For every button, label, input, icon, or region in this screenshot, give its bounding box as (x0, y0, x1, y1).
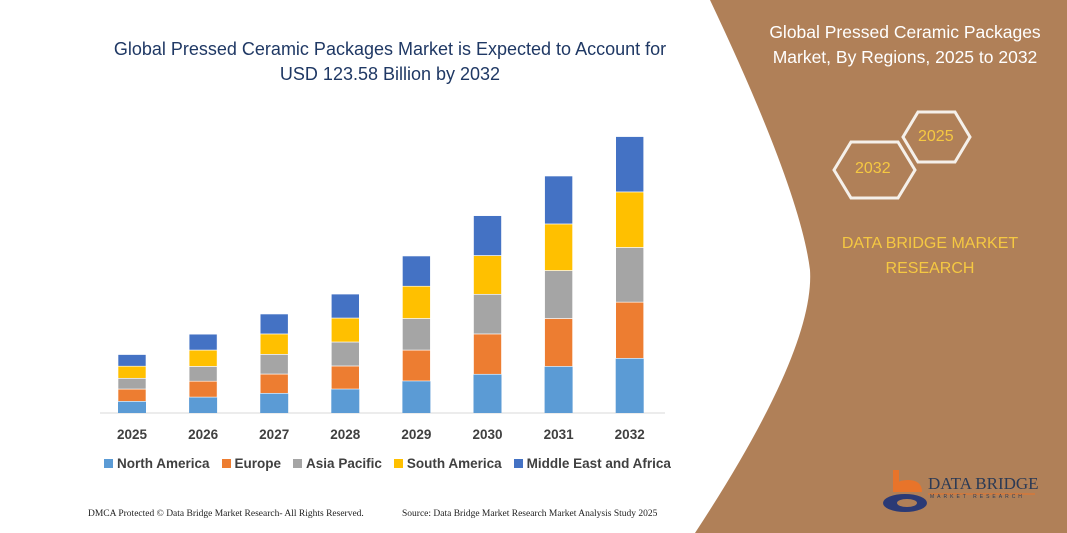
legend-item: Middle East and Africa (513, 456, 671, 471)
bar-segment-2027-middle-east-and-africa (259, 313, 289, 335)
bar-segment-2026-middle-east-and-africa (188, 333, 218, 351)
bar-segment-2030-middle-east-and-africa (473, 215, 502, 256)
hexagon-2032-label: 2032 (855, 160, 891, 177)
bar-segment-2025-middle-east-and-africa (117, 354, 147, 367)
hexagon-2025 (901, 110, 972, 164)
bar-segment-2032-middle-east-and-africa (615, 136, 645, 193)
hexagon-2032 (832, 140, 917, 200)
legend-swatch (221, 459, 231, 468)
bar-segment-2027-north-america (260, 393, 289, 413)
bar-segment-2031-asia-pacific (544, 270, 573, 319)
bar-segment-2031-north-america (544, 366, 573, 413)
legend-swatch (513, 459, 523, 468)
x-tick-label: 2030 (472, 427, 502, 442)
bar-segment-2026-north-america (189, 397, 218, 413)
hexagon-2025-label: 2025 (918, 128, 954, 145)
bar-segment-2026-europe (188, 380, 218, 398)
bar-segment-2028-middle-east-and-africa (330, 293, 360, 319)
bar-segment-2027-south-america (259, 333, 289, 355)
footer-source: Source: Data Bridge Market Research Mark… (402, 509, 658, 519)
bar-segment-2029-south-america (402, 285, 431, 319)
bar-segment-2029-middle-east-and-africa (402, 255, 431, 287)
x-tick-label: 2029 (401, 427, 431, 442)
legend-item: Asia Pacific (293, 456, 382, 471)
legend: North America Europe Asia Pacific South Ame… (104, 456, 671, 471)
bar-segment-2032-south-america (615, 191, 645, 248)
data-bridge-logo-icon (883, 470, 927, 512)
bar-segment-2027-europe (259, 373, 289, 394)
bar-segment-2031-europe (544, 318, 573, 367)
bar-segment-2028-south-america (330, 317, 360, 343)
x-tick-label: 2025 (117, 427, 148, 442)
bar-segment-2028-north-america (331, 389, 360, 413)
bar-segment-2030-europe (473, 333, 502, 375)
legend-label: Asia Pacific (306, 456, 382, 471)
bar-segment-2028-europe (330, 365, 360, 390)
legend-label: North America (117, 456, 210, 471)
x-tick-label: 2032 (615, 427, 645, 442)
legend-item: Europe (221, 456, 282, 471)
logo-text: DATA BRIDGE (928, 474, 1039, 493)
bar-segment-2028-asia-pacific (330, 341, 360, 367)
bar-segment-2030-south-america (473, 255, 502, 295)
bar-segment-2032-europe (615, 301, 645, 359)
legend-swatch (104, 459, 113, 468)
bar-segment-2032-asia-pacific (615, 247, 645, 303)
bar-segment-2025-asia-pacific (117, 377, 147, 390)
side-panel-title: Global Pressed Ceramic Packages Market, … (769, 22, 1041, 67)
bar-segment-2031-middle-east-and-africa (544, 175, 573, 225)
bar-segment-2027-asia-pacific (259, 354, 289, 375)
legend-swatch (393, 459, 403, 468)
bar-segment-2026-asia-pacific (188, 366, 218, 382)
legend-item: South America (393, 456, 502, 471)
legend-swatch (293, 459, 303, 468)
bar-segment-2030-asia-pacific (473, 293, 502, 335)
legend-item: North America (104, 456, 210, 471)
bar-segment-2025-south-america (117, 365, 147, 379)
x-tick-label: 2027 (259, 427, 289, 442)
bar-segment-2029-north-america (402, 380, 431, 413)
x-tick-label: 2031 (544, 427, 575, 442)
x-tick-label: 2028 (330, 427, 361, 442)
bar-segment-2025-europe (117, 388, 147, 402)
bar-segment-2025-north-america (118, 401, 146, 413)
stacked-bar-chart: 2025 2026 2027 2028 2029 2030 2031 2032 (100, 136, 665, 442)
bar-segment-2029-asia-pacific (402, 318, 431, 351)
bar-segment-2026-south-america (188, 349, 218, 367)
bar-segment-2031-south-america (544, 223, 573, 271)
bar-segment-2030-north-america (473, 374, 502, 413)
legend-label: Europe (234, 456, 282, 471)
brand-text: DATA BRIDGE MARKET RESEARCH (841, 235, 1019, 277)
legend-label: South America (406, 456, 502, 471)
x-tick-label: 2026 (188, 427, 219, 442)
logo-subtext: MARKET RESEARCH (930, 494, 1025, 500)
bar-segment-2029-europe (402, 349, 431, 382)
chart-title: Global Pressed Ceramic Packages Market i… (113, 39, 667, 84)
legend-label: Middle East and Africa (526, 456, 671, 471)
bar-segment-2032-north-america (615, 358, 644, 413)
footer-copyright: DMCA Protected © Data Bridge Market Rese… (88, 509, 364, 519)
